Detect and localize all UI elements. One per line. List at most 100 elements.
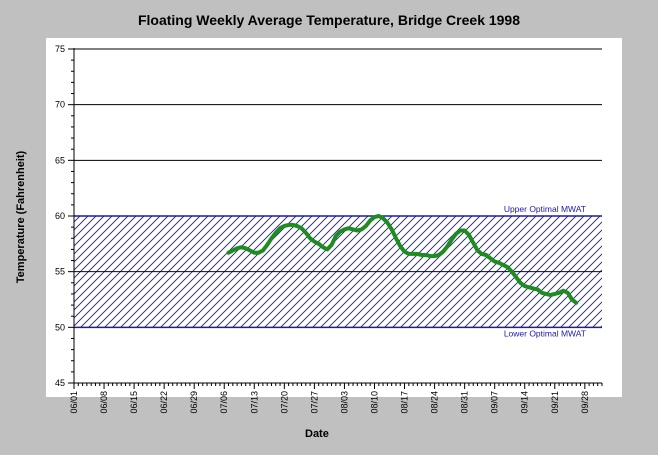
data-point	[235, 247, 239, 250]
x-tick-label: 06/22	[159, 391, 169, 414]
data-point	[317, 242, 320, 245]
data-point	[411, 252, 415, 256]
x-tick-label: 08/10	[369, 391, 379, 414]
data-point	[381, 217, 385, 220]
data-point	[446, 244, 449, 248]
data-point	[476, 249, 479, 252]
data-point	[510, 270, 514, 273]
data-point	[459, 229, 462, 232]
x-tick-label: 06/01	[69, 391, 79, 414]
data-point	[523, 284, 526, 288]
data-point	[308, 237, 312, 240]
y-tick-label: 55	[55, 267, 65, 277]
data-point	[557, 291, 561, 294]
data-point	[351, 228, 355, 231]
data-point	[266, 243, 269, 247]
x-tick-label: 08/17	[400, 391, 410, 414]
data-point	[343, 228, 346, 231]
data-point	[386, 221, 389, 224]
data-point	[261, 249, 265, 252]
data-point	[480, 252, 483, 256]
data-point	[278, 227, 282, 230]
data-point	[283, 224, 286, 228]
data-point	[407, 252, 410, 256]
data-point	[274, 231, 277, 234]
lower-optimal-label: Lower Optimal MWAT	[504, 328, 586, 338]
data-point	[527, 286, 531, 289]
x-tick-label: 09/14	[520, 391, 530, 414]
data-point	[304, 231, 307, 234]
data-point	[416, 252, 419, 256]
data-point	[321, 246, 325, 249]
data-point	[330, 243, 333, 247]
data-point	[326, 248, 329, 251]
x-tick-label: 08/31	[460, 391, 470, 414]
data-point	[519, 281, 522, 284]
data-point	[296, 224, 299, 228]
data-point	[394, 237, 398, 240]
x-tick-label: 06/15	[129, 391, 139, 414]
data-point	[497, 261, 501, 264]
data-point	[373, 215, 376, 219]
data-point	[514, 276, 518, 279]
data-point	[300, 227, 303, 230]
data-point	[540, 291, 544, 294]
chart-title: Floating Weekly Average Temperature, Bri…	[137, 12, 521, 28]
data-point	[356, 229, 359, 232]
x-tick-label: 08/24	[430, 391, 440, 414]
data-point	[369, 219, 372, 222]
data-point	[463, 229, 466, 232]
data-point	[429, 254, 432, 258]
data-point	[562, 289, 565, 292]
data-point	[472, 241, 475, 244]
y-tick-label: 70	[55, 100, 65, 110]
y-tick-label: 45	[55, 378, 65, 388]
data-point	[287, 223, 290, 227]
temperature-series-line	[226, 214, 579, 305]
data-point	[360, 228, 363, 231]
data-point	[291, 223, 295, 227]
data-point	[566, 291, 569, 294]
data-point	[424, 253, 428, 257]
data-point	[502, 263, 505, 267]
data-point	[403, 250, 406, 253]
data-point	[248, 249, 252, 252]
y-tick-label: 65	[55, 155, 65, 165]
x-tick-label: 07/20	[279, 391, 289, 414]
data-point	[364, 224, 368, 228]
upper-optimal-label: Upper Optimal MWAT	[504, 204, 586, 214]
data-point	[575, 301, 578, 304]
data-point	[545, 292, 548, 296]
x-tick-label: 07/06	[219, 391, 229, 414]
data-point	[549, 293, 552, 297]
data-point	[454, 232, 458, 235]
x-tick-label: 06/08	[99, 391, 109, 414]
data-point	[240, 246, 243, 249]
data-point	[450, 238, 453, 241]
data-point	[467, 233, 471, 237]
y-tick-label: 75	[55, 44, 65, 54]
x-tick-label: 06/29	[189, 391, 199, 414]
x-tick-label: 09/07	[490, 391, 500, 414]
data-point	[536, 288, 539, 291]
data-point	[377, 214, 380, 218]
data-point	[433, 254, 436, 258]
x-tick-label: 07/13	[249, 391, 259, 414]
y-tick-label: 50	[55, 322, 65, 332]
x-tick-label: 09/21	[550, 391, 560, 414]
data-point	[347, 227, 350, 230]
data-point	[532, 287, 535, 290]
data-point	[484, 253, 488, 257]
data-point	[227, 251, 230, 254]
data-point	[270, 237, 273, 240]
data-point	[553, 292, 556, 296]
data-point	[399, 244, 402, 248]
data-point	[489, 257, 492, 260]
data-point	[338, 230, 342, 233]
data-point	[442, 250, 445, 253]
data-point	[334, 234, 338, 238]
x-tick-label: 07/27	[309, 391, 319, 414]
data-point	[231, 249, 234, 252]
data-point	[506, 266, 509, 269]
